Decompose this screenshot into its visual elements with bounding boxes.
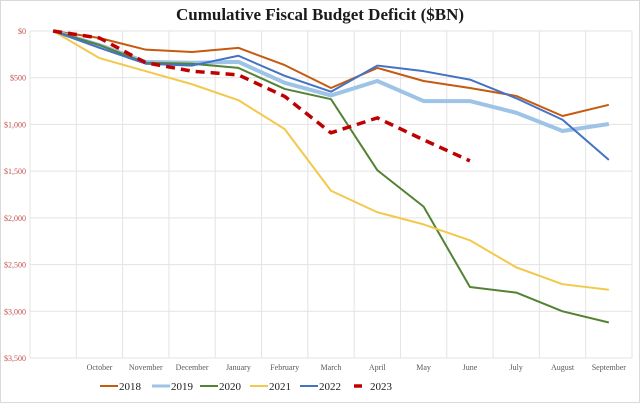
legend-label-2023: 2023 (370, 381, 393, 393)
legend-label-2022: 2022 (319, 381, 341, 393)
legend-label-2019: 2019 (171, 381, 194, 393)
chart-title: Cumulative Fiscal Budget Deficit ($BN) (175, 5, 465, 24)
x-tick-label: April (369, 363, 387, 372)
x-tick-label: February (270, 363, 299, 372)
x-tick-label: October (87, 363, 113, 372)
y-tick-label: $1,500 (4, 167, 26, 176)
y-tick-label: $1,000 (4, 120, 26, 129)
series-line-2023 (52, 29, 471, 163)
series-line-2021 (52, 30, 609, 291)
legend-label-2020: 2020 (219, 381, 242, 393)
legend-label-2021: 2021 (269, 381, 291, 393)
x-tick-label: March (321, 363, 342, 372)
legend-label-2018: 2018 (119, 381, 142, 393)
series-line-2019 (52, 29, 610, 133)
x-tick-label: July (510, 363, 523, 372)
series-line-2020 (52, 30, 610, 324)
y-tick-label: $3,500 (4, 354, 26, 363)
x-tick-label: May (416, 363, 431, 372)
x-tick-label: June (463, 363, 478, 372)
y-tick-label: $3,000 (4, 307, 26, 316)
y-tick-label: $500 (10, 74, 26, 83)
x-tick-label: January (226, 363, 251, 372)
x-tick-label: August (551, 363, 575, 372)
y-tick-label: $2,500 (4, 261, 26, 270)
y-tick-label: $2,000 (4, 214, 26, 223)
x-tick-label: September (592, 363, 627, 372)
x-tick-label: November (129, 363, 163, 372)
x-tick-label: December (176, 363, 209, 372)
y-tick-label: $0 (18, 27, 26, 36)
